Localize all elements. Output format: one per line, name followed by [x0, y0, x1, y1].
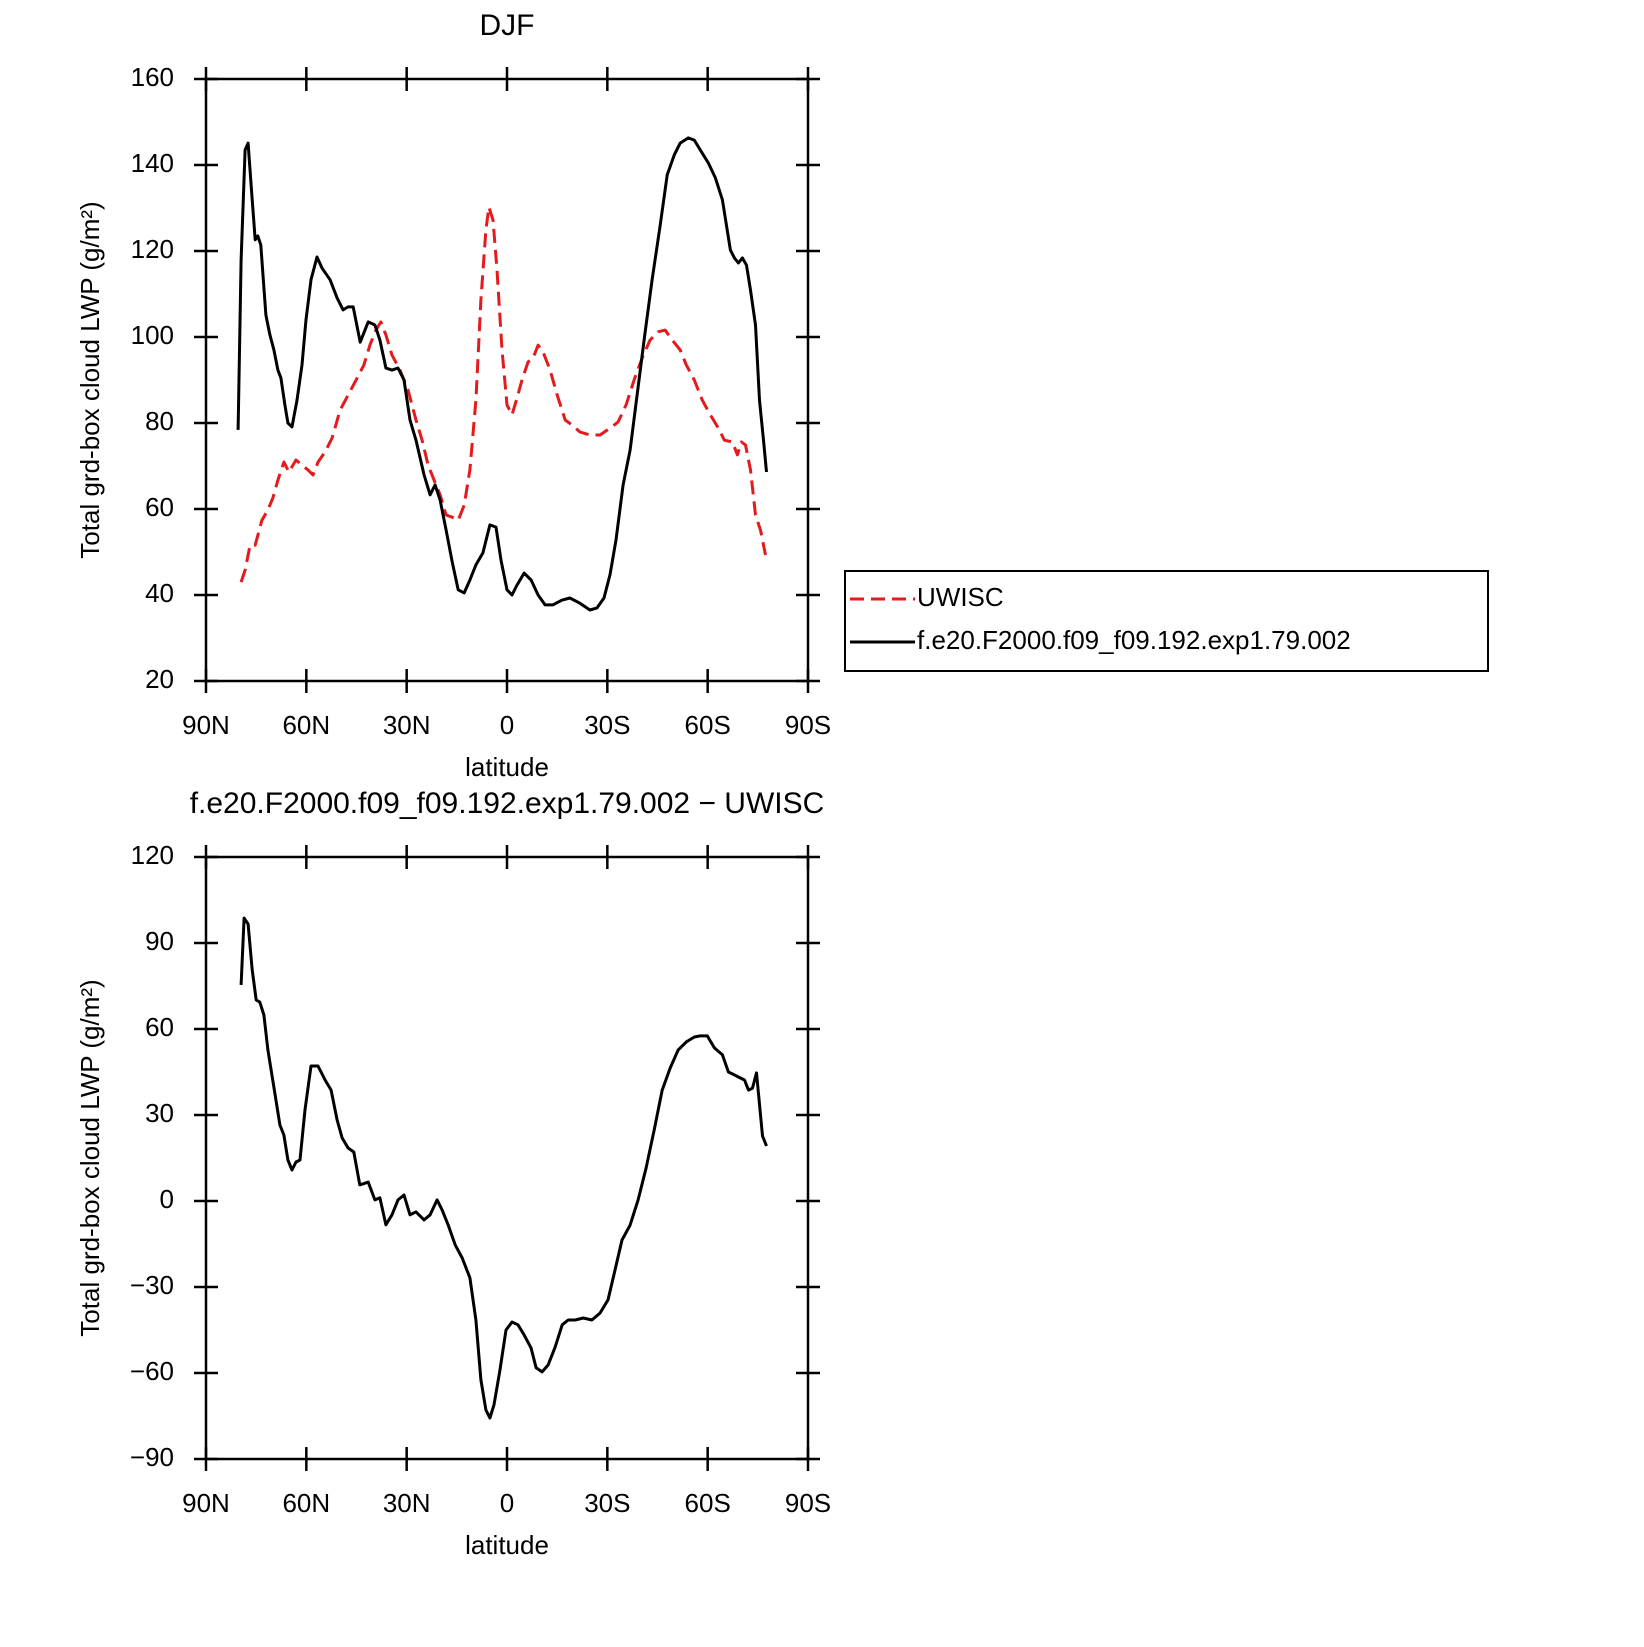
x-tick-label: 90N [182, 710, 230, 740]
y-tick-label: 160 [131, 62, 174, 92]
legend-label: f.e20.F2000.f09_f09.192.exp1.79.002 [917, 625, 1351, 655]
y-tick-label: 90 [145, 926, 174, 956]
x-tick-label: 60S [685, 710, 731, 740]
x-tick-label: 90S [785, 710, 831, 740]
chart-title: f.e20.F2000.f09_f09.192.exp1.79.002 − UW… [190, 787, 825, 820]
chart-title: DJF [480, 9, 535, 42]
legend-box [844, 570, 1489, 672]
y-tick-label: 30 [145, 1098, 174, 1128]
y-tick-label: 120 [131, 840, 174, 870]
x-tick-label: 30S [584, 1488, 630, 1518]
y-tick-label: −60 [130, 1356, 174, 1386]
x-tick-label: 60N [282, 710, 330, 740]
y-tick-label: 120 [131, 234, 174, 264]
x-tick-label: 90S [785, 1488, 831, 1518]
y-tick-label: 20 [145, 664, 174, 694]
y-tick-label: 80 [145, 406, 174, 436]
plot-frame [204, 855, 810, 1461]
x-tick-label: 0 [500, 1488, 514, 1518]
y-tick-label: 140 [131, 148, 174, 178]
y-tick-label: −30 [130, 1270, 174, 1300]
x-tick-label: 90N [182, 1488, 230, 1518]
y-axis-label: Total grd-box cloud LWP (g/m²) [75, 201, 105, 558]
x-tick-label: 60S [685, 1488, 731, 1518]
y-tick-label: 100 [131, 320, 174, 350]
x-tick-label: 60N [282, 1488, 330, 1518]
x-tick-label: 30N [383, 710, 431, 740]
y-axis-label: Total grd-box cloud LWP (g/m²) [75, 979, 105, 1336]
y-tick-label: 60 [145, 1012, 174, 1042]
y-tick-label: 60 [145, 492, 174, 522]
x-tick-label: 30S [584, 710, 630, 740]
x-tick-label: 0 [500, 710, 514, 740]
legend-label: UWISC [917, 582, 1004, 612]
x-axis-label: latitude [465, 752, 549, 782]
x-tick-label: 30N [383, 1488, 431, 1518]
y-tick-label: −90 [130, 1442, 174, 1472]
data-line [236, 136, 768, 612]
data-line [239, 205, 767, 583]
x-axis-label: latitude [465, 1530, 549, 1560]
data-line [239, 916, 768, 1420]
y-tick-label: 0 [160, 1184, 174, 1214]
y-tick-label: 40 [145, 578, 174, 608]
